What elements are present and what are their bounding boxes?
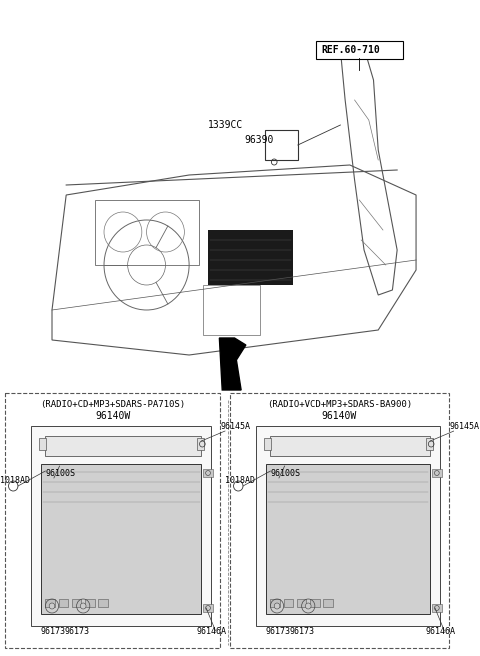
Text: 1339CC: 1339CC — [208, 120, 243, 130]
FancyBboxPatch shape — [316, 41, 403, 59]
Bar — [310, 599, 320, 607]
Text: 96145A: 96145A — [449, 422, 479, 431]
Bar — [204, 604, 213, 612]
Bar — [270, 436, 430, 456]
Circle shape — [49, 603, 55, 609]
Bar — [46, 599, 55, 607]
Text: 96146A: 96146A — [197, 627, 227, 636]
Bar — [256, 426, 440, 626]
Bar — [39, 438, 47, 450]
Circle shape — [305, 603, 311, 609]
Text: 96173: 96173 — [289, 627, 314, 636]
Bar — [59, 599, 68, 607]
Bar — [31, 426, 211, 626]
Bar — [208, 230, 293, 285]
Bar — [197, 438, 204, 450]
Text: 96173: 96173 — [64, 627, 89, 636]
Text: 96140W: 96140W — [322, 411, 357, 421]
Text: (RADIO+CD+MP3+SDARS-PA710S): (RADIO+CD+MP3+SDARS-PA710S) — [40, 400, 185, 409]
Bar — [72, 599, 81, 607]
Bar — [41, 464, 202, 614]
Text: (RADIO+VCD+MP3+SDARS-BA900): (RADIO+VCD+MP3+SDARS-BA900) — [267, 400, 412, 409]
Bar — [324, 599, 333, 607]
Circle shape — [80, 603, 86, 609]
Bar — [432, 604, 442, 612]
Text: 96146A: 96146A — [425, 627, 456, 636]
Bar — [425, 438, 433, 450]
Text: 96390: 96390 — [244, 135, 273, 145]
Bar — [264, 438, 271, 450]
Bar — [85, 599, 95, 607]
Bar — [284, 599, 293, 607]
Text: 96140W: 96140W — [95, 411, 130, 421]
Polygon shape — [219, 338, 246, 390]
Bar — [266, 464, 430, 614]
Text: 1018AD: 1018AD — [0, 476, 30, 485]
Text: 96173: 96173 — [41, 627, 66, 636]
Bar — [432, 469, 442, 477]
Text: REF.60-710: REF.60-710 — [322, 45, 380, 55]
Bar — [46, 436, 202, 456]
Bar — [204, 285, 260, 335]
Bar — [265, 130, 298, 160]
Bar — [95, 200, 199, 265]
Text: 96100S: 96100S — [270, 469, 300, 478]
FancyBboxPatch shape — [230, 393, 449, 648]
Bar — [204, 469, 213, 477]
Text: 1018AD: 1018AD — [225, 476, 255, 485]
Bar — [270, 599, 280, 607]
Bar — [297, 599, 306, 607]
Text: 96173: 96173 — [266, 627, 291, 636]
Circle shape — [274, 603, 280, 609]
Text: 96145A: 96145A — [220, 422, 250, 431]
Bar — [98, 599, 108, 607]
Text: 96100S: 96100S — [46, 469, 75, 478]
FancyBboxPatch shape — [5, 393, 220, 648]
